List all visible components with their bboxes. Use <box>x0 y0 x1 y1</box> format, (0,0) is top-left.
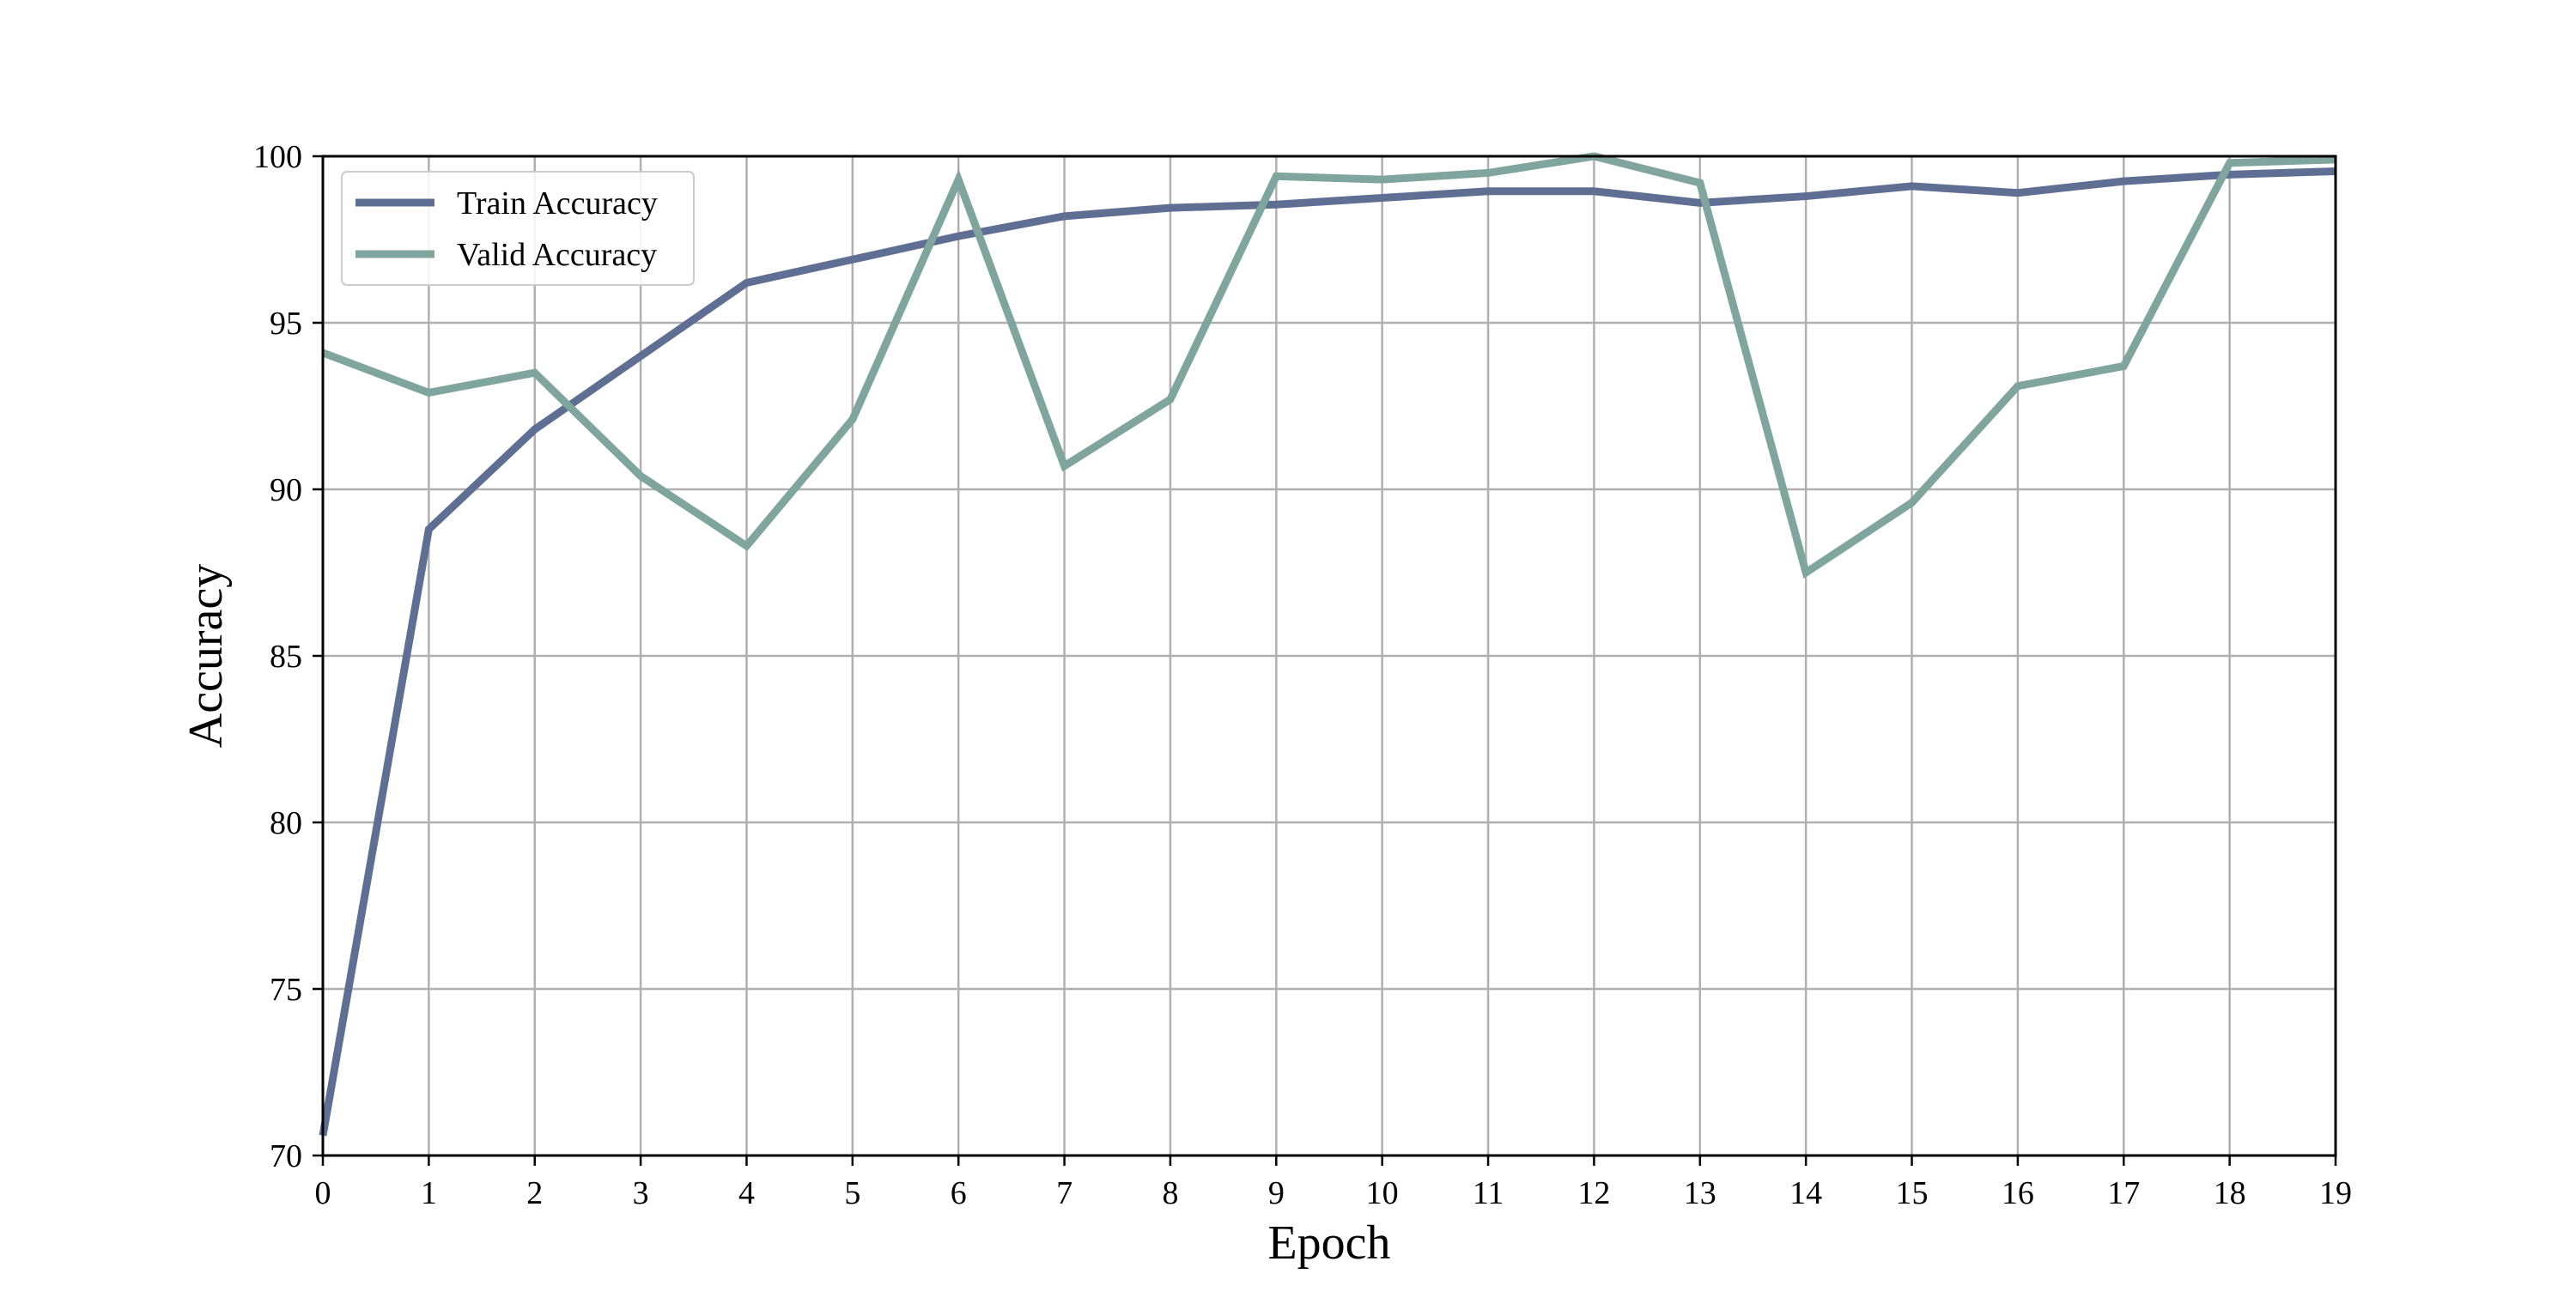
x-tick-label: 14 <box>1789 1175 1822 1211</box>
x-tick-label: 16 <box>2002 1175 2034 1211</box>
x-tick-label: 5 <box>844 1175 860 1211</box>
y-axis-label: Accuracy <box>179 564 233 749</box>
legend: Train Accuracy Valid Accuracy <box>341 171 695 286</box>
x-tick-label: 2 <box>526 1175 543 1211</box>
x-tick-label: 11 <box>1473 1175 1504 1211</box>
axis-ticks: 0 1 2 3 4 5 6 7 8 9 10 11 12 13 14 15 16 17 18 197075808590… <box>253 139 2352 1211</box>
x-axis-label: Epoch <box>1267 1216 1390 1270</box>
x-tick-label: 15 <box>1896 1175 1929 1211</box>
grid <box>323 156 2336 1156</box>
x-tick-label: 3 <box>633 1175 649 1211</box>
y-tick-label: 100 <box>253 139 302 175</box>
y-tick-label: 95 <box>270 306 302 342</box>
y-tick-label: 80 <box>270 805 302 841</box>
legend-label: Valid Accuracy <box>457 237 657 273</box>
legend-label: Train Accuracy <box>457 185 658 221</box>
x-tick-label: 4 <box>738 1175 755 1211</box>
x-tick-label: 7 <box>1056 1175 1072 1211</box>
x-tick-label: 17 <box>2107 1175 2140 1211</box>
y-tick-label: 75 <box>270 972 302 1008</box>
x-tick-label: 10 <box>1366 1175 1399 1211</box>
x-tick-label: 0 <box>315 1175 331 1211</box>
y-tick-label: 85 <box>270 639 302 675</box>
x-tick-label: 6 <box>951 1175 967 1211</box>
x-tick-label: 8 <box>1162 1175 1178 1211</box>
series-line-valid-accuracy <box>321 152 2336 579</box>
y-tick-label: 70 <box>270 1138 302 1174</box>
x-tick-label: 9 <box>1268 1175 1285 1211</box>
x-tick-label: 12 <box>1577 1175 1610 1211</box>
series-line-train-accuracy <box>319 167 2336 1137</box>
x-tick-label: 13 <box>1684 1175 1716 1211</box>
x-tick-label: 18 <box>2214 1175 2246 1211</box>
series-lines <box>319 152 2336 1137</box>
x-tick-label: 1 <box>421 1175 437 1211</box>
x-tick-label: 19 <box>2319 1175 2352 1211</box>
y-tick-label: 90 <box>270 472 302 508</box>
